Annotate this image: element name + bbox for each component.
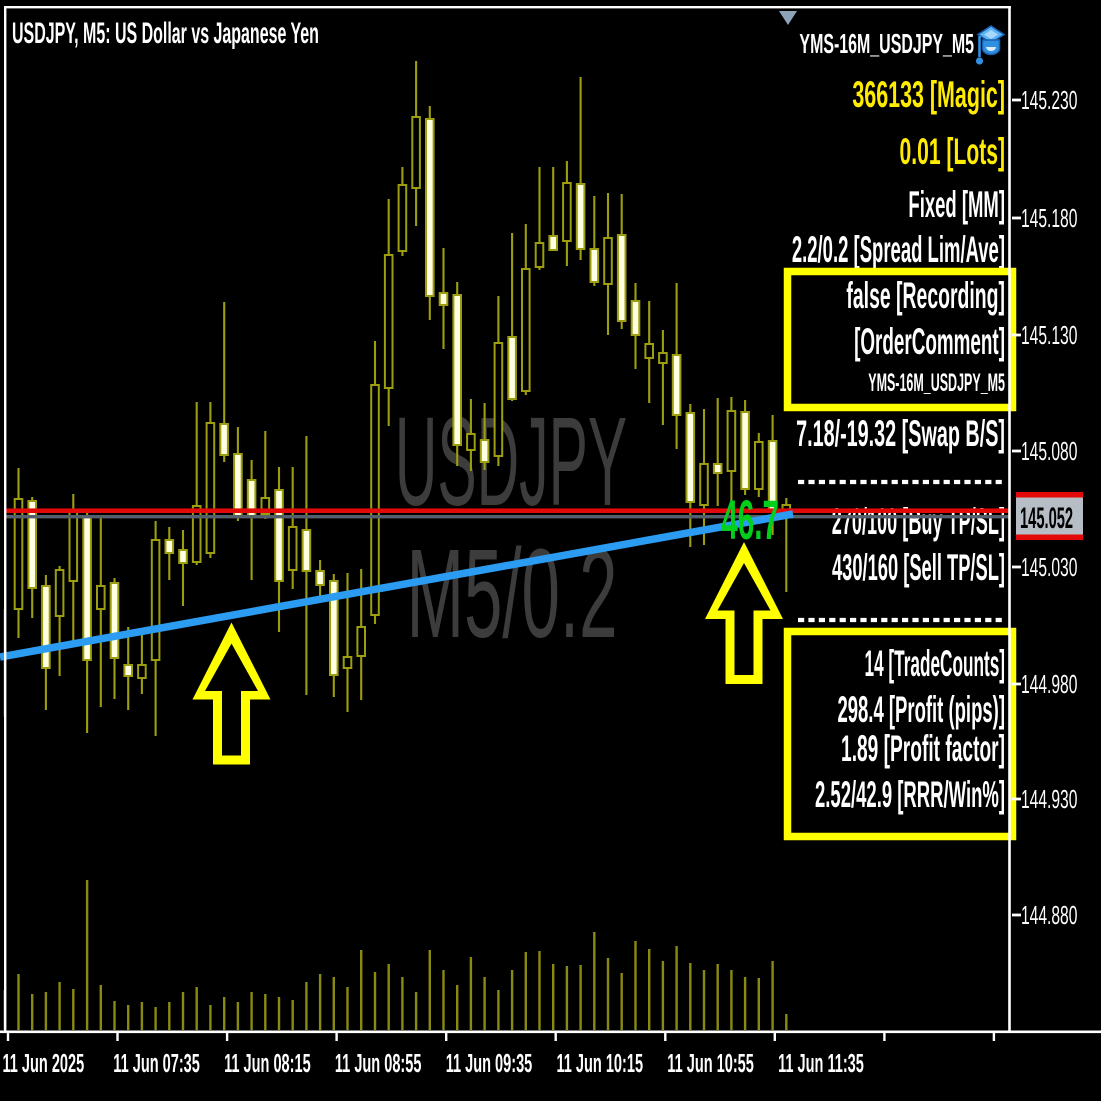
svg-text:7.18/-19.32 [Swap B/S]: 7.18/-19.32 [Swap B/S] — [796, 414, 1005, 455]
svg-text:11 Jun 09:35: 11 Jun 09:35 — [446, 1050, 533, 1078]
svg-text:145.130: 145.130 — [1021, 321, 1077, 350]
svg-text:430/160 [Sell TP/SL]: 430/160 [Sell TP/SL] — [832, 548, 1005, 589]
svg-text:false [Recording]: false [Recording] — [846, 275, 1005, 316]
svg-text:145.030: 145.030 — [1021, 553, 1077, 582]
svg-text:144.930: 144.930 — [1021, 785, 1077, 814]
svg-text:14 [TradeCounts]: 14 [TradeCounts] — [865, 644, 1005, 685]
svg-text:145.180: 145.180 — [1021, 204, 1077, 233]
svg-text:USDJPY, M5: US Dollar vs Japa: USDJPY, M5: US Dollar vs Japanese Yen — [12, 17, 319, 51]
svg-text:11 Jun 10:55: 11 Jun 10:55 — [667, 1050, 754, 1078]
svg-text:2.2/0.2 [Spread Lim/Ave]: 2.2/0.2 [Spread Lim/Ave] — [792, 230, 1005, 270]
svg-text:YMS-16M_USDJPY_M5: YMS-16M_USDJPY_M5 — [799, 27, 974, 59]
svg-text:144.880: 144.880 — [1021, 901, 1077, 930]
svg-text:Fixed [MM]: Fixed [MM] — [908, 185, 1005, 225]
svg-text:145.080: 145.080 — [1021, 437, 1077, 466]
svg-text:11 Jun 08:15: 11 Jun 08:15 — [224, 1050, 311, 1078]
svg-text:11 Jun 2025: 11 Jun 2025 — [3, 1050, 85, 1078]
svg-text:11 Jun 07:35: 11 Jun 07:35 — [113, 1050, 200, 1078]
svg-text:144.980: 144.980 — [1021, 670, 1077, 699]
svg-text:11 Jun 08:55: 11 Jun 08:55 — [335, 1050, 422, 1078]
svg-text:M5/0.2: M5/0.2 — [406, 523, 617, 664]
svg-text:1.89 [Profit factor]: 1.89 [Profit factor] — [841, 728, 1005, 769]
svg-text:366133 [Magic]: 366133 [Magic] — [852, 75, 1005, 115]
svg-text:YMS-16M_USDJPY_M5: YMS-16M_USDJPY_M5 — [868, 369, 1005, 397]
svg-text:0.01 [Lots]: 0.01 [Lots] — [900, 132, 1005, 173]
svg-text:145.230: 145.230 — [1021, 86, 1077, 115]
svg-text:[OrderComment]: [OrderComment] — [854, 321, 1005, 363]
svg-text:46.7: 46.7 — [721, 489, 779, 551]
svg-text:145.052: 145.052 — [1020, 503, 1073, 536]
svg-text:270/100 [Buy TP/SL]: 270/100 [Buy TP/SL] — [832, 502, 1005, 543]
svg-text:11 Jun 10:15: 11 Jun 10:15 — [556, 1050, 643, 1078]
svg-text:298.4 [Profit (pips)]: 298.4 [Profit (pips)] — [837, 690, 1005, 730]
svg-text:11 Jun 11:35: 11 Jun 11:35 — [778, 1050, 864, 1078]
svg-text:2.52/42.9 [RRR/Win%]: 2.52/42.9 [RRR/Win%] — [815, 775, 1005, 815]
